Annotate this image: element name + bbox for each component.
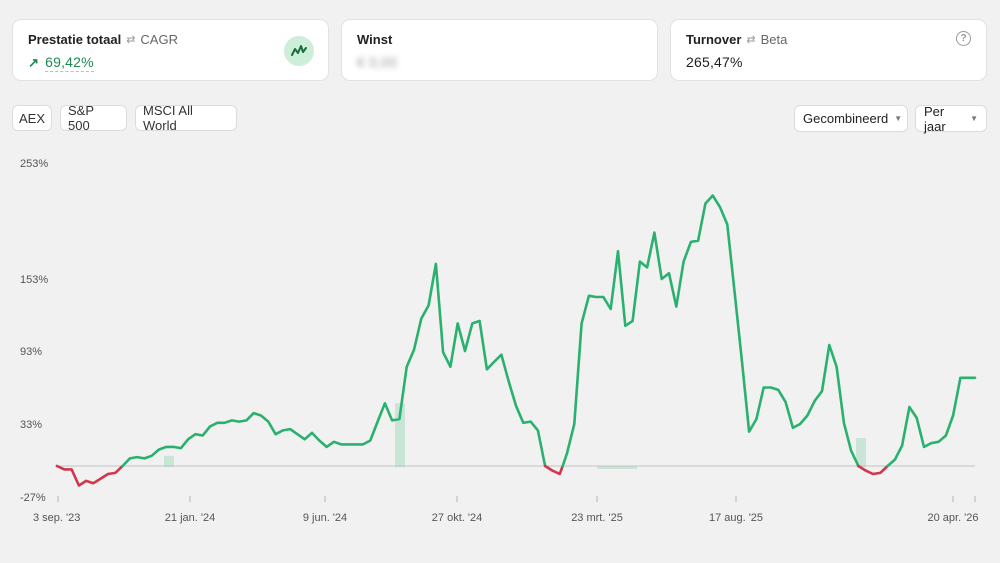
performance-number: 69,42% [45, 54, 94, 72]
highlight-band [395, 403, 405, 468]
x-tick-label: 17 aug. '25 [709, 512, 763, 524]
series-segment-negative [857, 464, 889, 476]
x-tick-label: 21 jan. '24 [165, 512, 215, 524]
chevron-down-icon: ▼ [894, 114, 903, 123]
highlight-band [164, 455, 174, 468]
highlight-band [856, 438, 866, 468]
series-segment-positive [121, 262, 547, 468]
profit-label: Winst [357, 32, 393, 47]
performance-chart[interactable]: 253% 153% 93% 33% -27% 3 sep. '23 21 jan. '24… [0, 140, 1000, 530]
performance-label: Prestatie totaal [28, 32, 122, 47]
chevron-down-icon: ▼ [970, 114, 978, 123]
x-axis: 3 sep. '23 21 jan. '24 9 jun. '24 27 okt. '… [33, 496, 979, 524]
y-tick-label: 33% [20, 419, 42, 431]
x-tick-label: 20 apr. '26 [927, 512, 978, 524]
y-tick-label: -27% [20, 492, 46, 504]
performance-value: ↗ 69,42% [28, 54, 94, 72]
profit-value: € 0,00 [357, 54, 398, 70]
x-tick-label: 23 mrt. '25 [571, 512, 623, 524]
benchmark-aex-button[interactable]: AEX [12, 105, 52, 131]
turnover-label: Turnover [686, 32, 742, 47]
x-tick-label: 27 okt. '24 [432, 512, 482, 524]
help-icon[interactable]: ? [956, 31, 971, 46]
period-select-value: Per jaar [924, 103, 946, 134]
turnover-card: Turnover ⇄ Beta 265,47% ? [670, 19, 987, 81]
highlight-bands [164, 403, 866, 469]
performance-label-row[interactable]: Prestatie totaal ⇄ CAGR [28, 32, 178, 47]
trend-icon [291, 45, 307, 56]
series-segment-negative [543, 464, 565, 476]
beta-label: Beta [760, 32, 788, 47]
swap-icon: ⇄ [126, 34, 136, 46]
trend-chart-button[interactable] [284, 36, 314, 66]
y-tick-label: 153% [20, 274, 48, 286]
turnover-value: 265,47% [686, 54, 743, 70]
turnover-label-row[interactable]: Turnover ⇄ Beta [686, 32, 787, 47]
benchmark-msci-button[interactable]: MSCI All World [135, 103, 237, 133]
series-segment-positive [561, 194, 860, 468]
cagr-label: CAGR [140, 32, 178, 47]
x-tick-label: 3 sep. '23 [33, 512, 80, 524]
swap-icon: ⇄ [746, 34, 756, 46]
series-segment-positive [886, 376, 977, 468]
benchmark-sp500-button[interactable]: S&P 500 [60, 103, 127, 133]
y-tick-label: 253% [20, 158, 48, 170]
y-tick-label: 93% [20, 346, 42, 358]
highlight-band [597, 466, 637, 469]
performance-card: Prestatie totaal ⇄ CAGR ↗ 69,42% [12, 19, 329, 81]
mode-select[interactable]: Gecombineerd ▼ [794, 105, 908, 132]
period-select[interactable]: Per jaar ▼ [915, 103, 987, 134]
series-segment-negative [55, 464, 124, 487]
performance-series [55, 194, 977, 487]
y-axis: 253% 153% 93% 33% -27% [20, 158, 48, 504]
x-tick-label: 9 jun. '24 [303, 512, 347, 524]
profit-card: Winst € 0,00 [341, 19, 658, 81]
arrow-up-right-icon: ↗ [28, 55, 40, 70]
mode-select-value: Gecombineerd [803, 111, 889, 126]
